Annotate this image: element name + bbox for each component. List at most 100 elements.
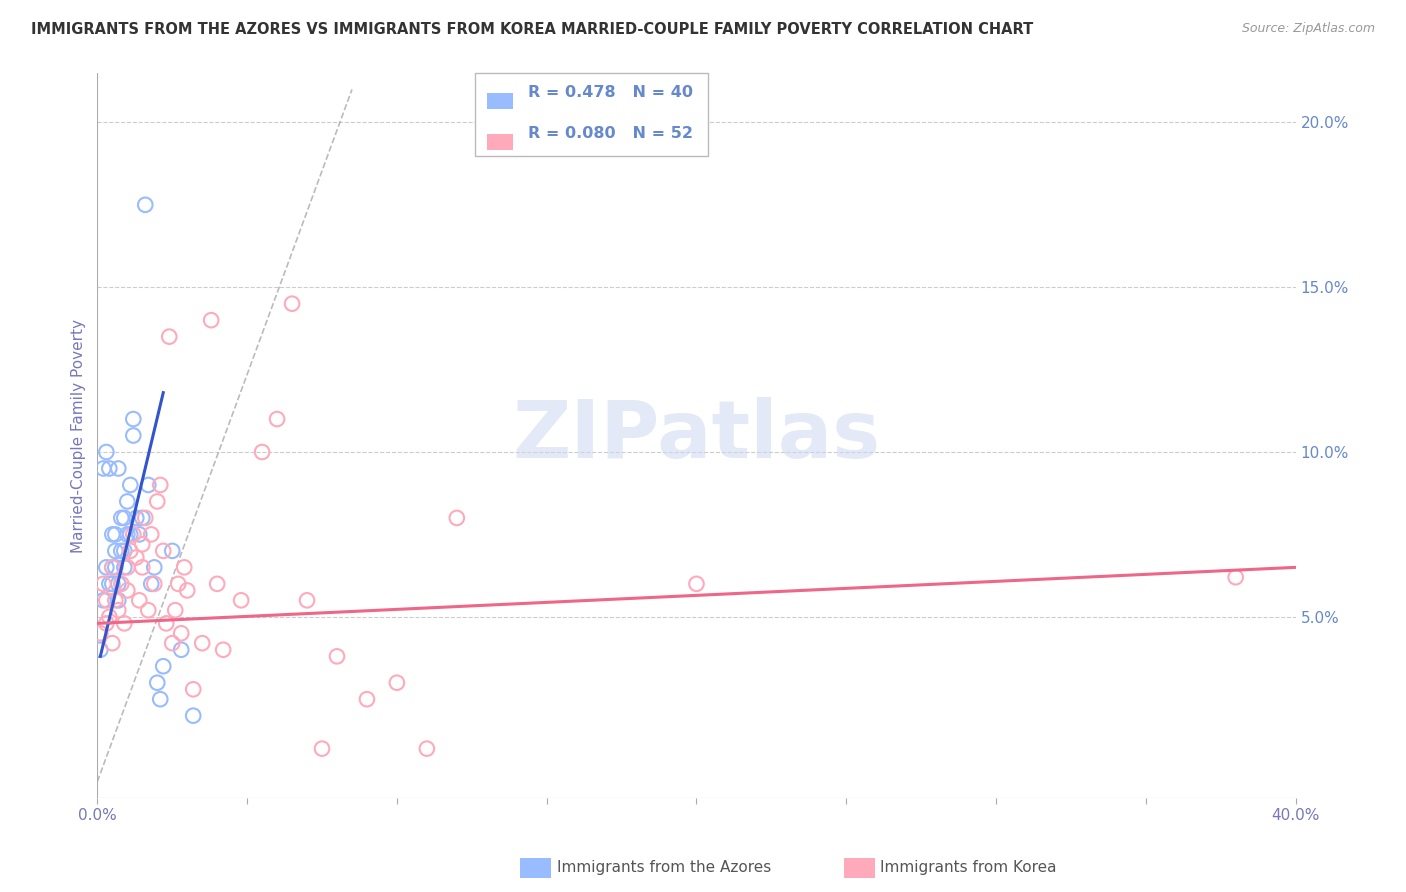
Point	[167, 577, 190, 591]
Point	[104, 544, 127, 558]
Text: Source: ZipAtlas.com: Source: ZipAtlas.com	[1241, 22, 1375, 36]
Point	[266, 412, 288, 426]
Text: R = 0.080   N = 52: R = 0.080 N = 52	[527, 127, 693, 142]
Point	[104, 593, 127, 607]
Point	[311, 741, 333, 756]
Point	[131, 560, 153, 574]
FancyBboxPatch shape	[486, 134, 513, 150]
Point	[96, 445, 118, 459]
Point	[110, 511, 132, 525]
Point	[157, 329, 180, 343]
Point	[125, 511, 148, 525]
Point	[125, 550, 148, 565]
Point	[131, 537, 153, 551]
Point	[98, 609, 121, 624]
Point	[112, 616, 135, 631]
Point	[162, 636, 184, 650]
Point	[104, 560, 127, 574]
Point	[107, 461, 129, 475]
Point	[176, 583, 198, 598]
Point	[101, 560, 124, 574]
Point	[101, 560, 124, 574]
Point	[181, 682, 204, 697]
Point	[155, 616, 177, 631]
Point	[122, 428, 145, 442]
FancyBboxPatch shape	[486, 93, 513, 109]
Point	[141, 527, 163, 541]
Point	[101, 527, 124, 541]
Point	[181, 708, 204, 723]
Point	[117, 494, 139, 508]
Text: ZIPatlas: ZIPatlas	[512, 397, 880, 475]
Point	[170, 642, 193, 657]
Point	[146, 494, 169, 508]
Point	[143, 560, 166, 574]
Point	[356, 692, 378, 706]
Point	[120, 478, 142, 492]
Point	[112, 560, 135, 574]
Point	[446, 511, 468, 525]
Point	[136, 603, 159, 617]
Point	[281, 296, 304, 310]
Point	[107, 593, 129, 607]
Point	[149, 692, 172, 706]
Point	[117, 583, 139, 598]
Text: Immigrants from the Azores: Immigrants from the Azores	[557, 860, 770, 874]
Point	[128, 527, 150, 541]
Point	[104, 527, 127, 541]
Point	[131, 511, 153, 525]
Point	[326, 649, 349, 664]
Point	[107, 603, 129, 617]
Text: Immigrants from Korea: Immigrants from Korea	[880, 860, 1057, 874]
Point	[152, 659, 174, 673]
Text: R = 0.478   N = 40: R = 0.478 N = 40	[527, 85, 693, 100]
Point	[117, 560, 139, 574]
Point	[143, 577, 166, 591]
Point	[134, 511, 156, 525]
Point	[141, 577, 163, 591]
Point	[1225, 570, 1247, 584]
Point	[136, 478, 159, 492]
Point	[110, 577, 132, 591]
Point	[173, 560, 195, 574]
Point	[98, 461, 121, 475]
Point	[112, 544, 135, 558]
Point	[170, 626, 193, 640]
Point	[120, 527, 142, 541]
Y-axis label: Married-Couple Family Poverty: Married-Couple Family Poverty	[72, 318, 86, 552]
Point	[200, 313, 222, 327]
Point	[93, 577, 115, 591]
Point	[112, 511, 135, 525]
Point	[416, 741, 439, 756]
Point	[96, 616, 118, 631]
Point	[128, 593, 150, 607]
Point	[385, 675, 408, 690]
Text: IMMIGRANTS FROM THE AZORES VS IMMIGRANTS FROM KOREA MARRIED-COUPLE FAMILY POVERT: IMMIGRANTS FROM THE AZORES VS IMMIGRANTS…	[31, 22, 1033, 37]
Point	[295, 593, 318, 607]
Point	[110, 544, 132, 558]
Point	[250, 445, 273, 459]
Point	[93, 593, 115, 607]
Point	[93, 461, 115, 475]
Point	[191, 636, 214, 650]
Point	[146, 675, 169, 690]
Point	[685, 577, 707, 591]
Point	[96, 560, 118, 574]
Point	[120, 544, 142, 558]
Point	[98, 577, 121, 591]
FancyBboxPatch shape	[475, 73, 709, 156]
Point	[117, 527, 139, 541]
Point	[152, 544, 174, 558]
Point	[107, 577, 129, 591]
Point	[212, 642, 235, 657]
Point	[89, 626, 111, 640]
Point	[101, 636, 124, 650]
Point	[101, 577, 124, 591]
Point	[96, 593, 118, 607]
Point	[122, 412, 145, 426]
Point	[165, 603, 187, 617]
Point	[89, 642, 111, 657]
Point	[205, 577, 228, 591]
Point	[231, 593, 253, 607]
Point	[134, 198, 156, 212]
